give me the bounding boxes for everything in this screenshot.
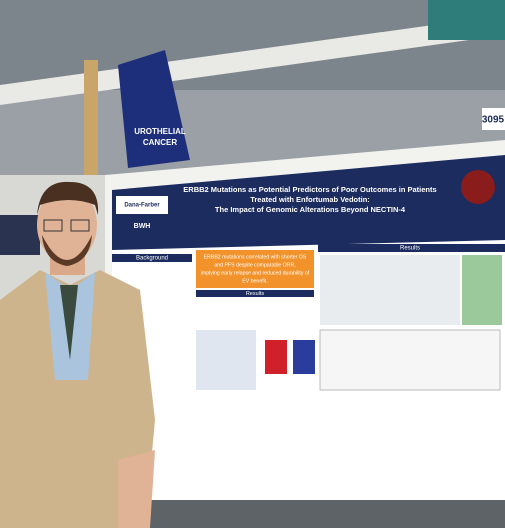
booth-sign [482,108,505,130]
highlight-text: ERBB2 mutations correlated with shorter … [204,254,307,260]
beard [42,235,92,266]
highlight-text: EV benefit. [242,278,267,284]
banner-text: CANCER [143,138,177,147]
tie [60,285,78,360]
section-title: Results [400,246,420,252]
jacket [0,270,155,528]
poster-title: Treated with Enfortumab Vedotin: [250,195,370,204]
section-header [196,290,314,297]
highlight-text: implying early relapse and reduced durab… [201,270,310,276]
harvard-crest [461,170,495,204]
poster-header [112,155,505,250]
highlight-text: and PFS despite comparable ORR, [214,262,295,268]
hand [118,450,155,528]
left-poster [0,215,40,255]
highlight-box [196,250,314,288]
section-title: Background [136,256,168,262]
logo-text: BWH [134,223,151,230]
teal-panel [428,0,505,40]
poster-title: The Impact of Genomic Alterations Beyond… [215,205,406,214]
bar-figure [293,340,315,374]
logo-box [116,196,168,214]
logo-text: Dana-Farber [124,203,160,209]
section-header [318,244,505,252]
poster-title: ERBB2 Mutations as Potential Predictors … [183,185,436,194]
hair [37,181,99,215]
section-title: Results [246,291,265,297]
glasses [43,219,63,232]
heatmap-bars [462,255,502,325]
banner-text: UROTHELIAL [134,127,186,136]
table-figure [196,330,256,390]
section-header [112,254,192,262]
km-plots [319,329,501,391]
heatmap [320,255,460,325]
glasses [70,219,90,232]
face [37,187,97,263]
banner [118,50,190,168]
booth-number: 3095 [482,115,505,126]
bar-figure [265,340,287,374]
